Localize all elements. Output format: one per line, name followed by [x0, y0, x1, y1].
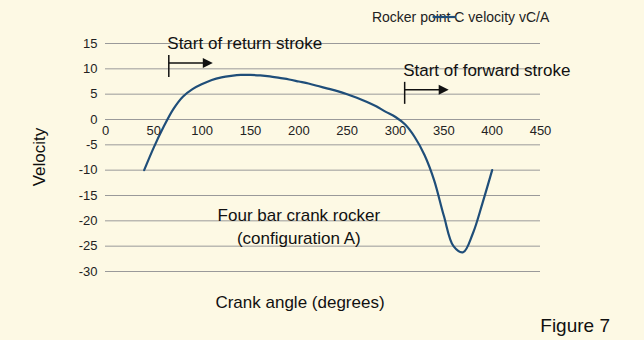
svg-text:15: 15 — [83, 36, 97, 51]
svg-text:-20: -20 — [79, 213, 98, 228]
svg-text:-30: -30 — [79, 264, 98, 279]
svg-text:Start of return stroke: Start of return stroke — [167, 34, 322, 53]
svg-text:450: 450 — [530, 123, 552, 138]
svg-text:-15: -15 — [79, 188, 98, 203]
svg-text:-10: -10 — [79, 162, 98, 177]
svg-text:Figure 7: Figure 7 — [540, 315, 610, 336]
svg-text:200: 200 — [288, 123, 310, 138]
svg-text:400: 400 — [481, 123, 503, 138]
svg-text:(configuration A): (configuration A) — [237, 229, 361, 248]
svg-text:Four bar crank rocker: Four bar crank rocker — [218, 206, 381, 225]
svg-text:350: 350 — [433, 123, 455, 138]
svg-text:Rocker point C velocity vC/A: Rocker point C velocity vC/A — [372, 9, 550, 25]
svg-text:250: 250 — [336, 123, 358, 138]
svg-text:Velocity: Velocity — [30, 127, 49, 186]
svg-text:0: 0 — [90, 112, 97, 127]
svg-text:150: 150 — [240, 123, 262, 138]
svg-text:0: 0 — [102, 123, 109, 138]
svg-text:-5: -5 — [86, 137, 98, 152]
svg-text:10: 10 — [83, 61, 97, 76]
svg-text:Crank angle (degrees): Crank angle (degrees) — [215, 293, 384, 312]
svg-text:-25: -25 — [79, 238, 98, 253]
svg-text:Start of forward stroke: Start of forward stroke — [403, 61, 570, 80]
svg-text:300: 300 — [385, 123, 407, 138]
svg-text:100: 100 — [191, 123, 213, 138]
svg-text:50: 50 — [147, 123, 161, 138]
svg-text:5: 5 — [90, 86, 97, 101]
